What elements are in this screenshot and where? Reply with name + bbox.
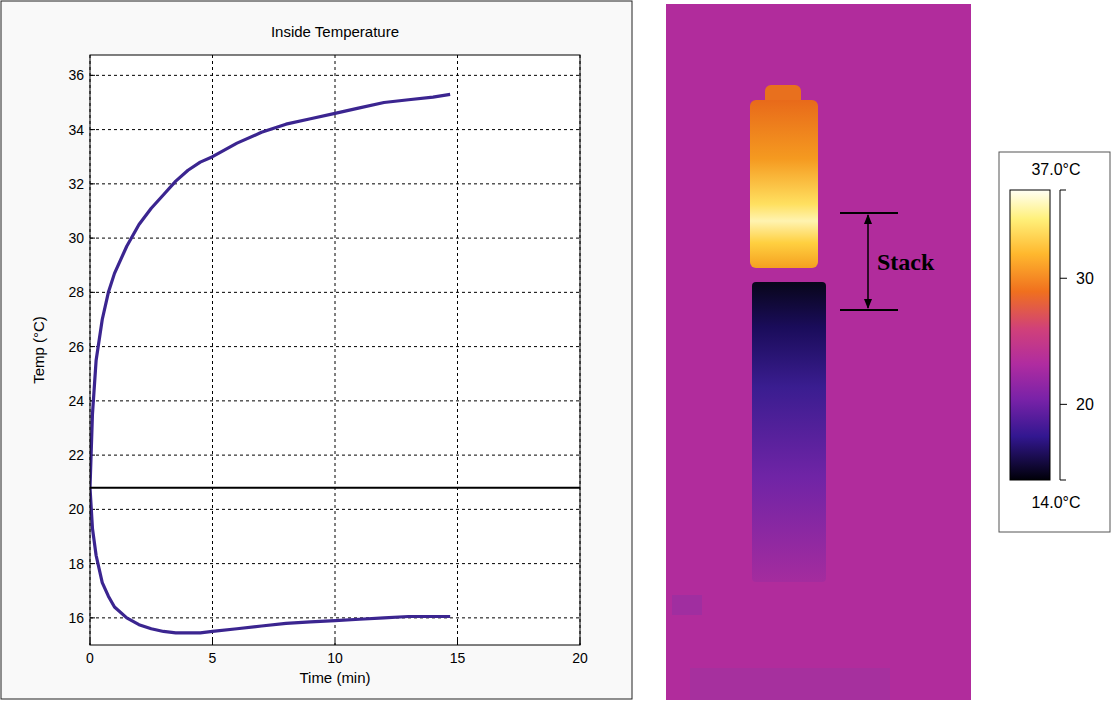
colorbar-box [999, 152, 1110, 532]
colorbar-tick-label: 30 [1076, 270, 1094, 287]
y-tick-label: 20 [68, 501, 84, 517]
series-group [90, 94, 580, 632]
chart-title: Inside Temperature [271, 23, 399, 40]
y-grid-line [90, 75, 580, 76]
series-line [90, 94, 450, 487]
y-tick [90, 129, 95, 130]
y-grid-line [90, 292, 580, 293]
x-tick-label: 15 [450, 650, 466, 666]
thermal-object [672, 595, 702, 615]
colorbar-tick [1060, 404, 1067, 405]
colorbar-min-label: 14.0°C [1031, 494, 1080, 511]
x-tick-label: 20 [572, 650, 588, 666]
colorbar-tick [1060, 278, 1067, 279]
y-tick-label: 36 [68, 67, 84, 83]
series-line [90, 487, 580, 489]
x-grid-line [457, 55, 458, 645]
y-tick [90, 617, 95, 618]
grid [90, 55, 580, 645]
x-grid-line [335, 55, 336, 645]
thermal-hot-section [750, 100, 818, 268]
arrow-line [867, 215, 869, 308]
y-grid-line [90, 238, 580, 239]
thermal-image [666, 4, 971, 700]
x-tick-label: 10 [327, 650, 343, 666]
x-axis-title: Time (min) [299, 669, 370, 686]
y-tick [90, 563, 95, 564]
y-tick [90, 346, 95, 347]
y-tick-label: 18 [68, 556, 84, 572]
y-grid-line [90, 509, 580, 510]
y-tick-label: 30 [68, 230, 84, 246]
arrow-head [864, 214, 872, 224]
colorbar-axis [1060, 190, 1061, 480]
y-axis-title: Temp (°C) [30, 316, 47, 384]
plot-area [90, 55, 580, 645]
y-tick-label: 28 [68, 284, 84, 300]
plot-frame [90, 55, 580, 645]
thermal-base [690, 668, 890, 700]
colorbar-max-label: 37.0°C [1031, 161, 1080, 178]
y-tick-label: 22 [68, 447, 84, 463]
y-tick-label: 34 [68, 122, 84, 138]
y-tick [90, 75, 95, 76]
x-tick [457, 640, 458, 645]
colorbar [1010, 190, 1050, 480]
bracket-line [840, 309, 898, 311]
y-tick-label: 16 [68, 610, 84, 626]
thermal-background [666, 4, 971, 700]
y-tick-label: 24 [68, 393, 84, 409]
x-tick-label: 5 [209, 650, 217, 666]
y-tick-label: 26 [68, 339, 84, 355]
thermal-cold-section [752, 282, 826, 582]
y-grid-line [90, 129, 580, 130]
x-tick [212, 640, 213, 645]
y-tick [90, 238, 95, 239]
y-grid-line [90, 563, 580, 564]
y-grid-line [90, 455, 580, 456]
x-tick-label: 0 [86, 650, 94, 666]
annotation-label: Stack [877, 249, 935, 275]
y-grid-line [90, 400, 580, 401]
x-tick [335, 640, 336, 645]
y-grid-line [90, 183, 580, 184]
series-line [90, 488, 450, 633]
panel-frame [1, 1, 632, 699]
bracket-line [840, 212, 898, 214]
y-tick [90, 292, 95, 293]
x-grid-line [212, 55, 213, 645]
colorbar-end-tick [1060, 480, 1066, 481]
y-tick-label: 32 [68, 176, 84, 192]
colorbar-end-tick [1060, 190, 1066, 191]
colorbar-tick-label: 20 [1076, 396, 1094, 413]
y-grid-line [90, 346, 580, 347]
y-grid-line [90, 617, 580, 618]
y-tick [90, 183, 95, 184]
arrow-head [864, 299, 872, 309]
